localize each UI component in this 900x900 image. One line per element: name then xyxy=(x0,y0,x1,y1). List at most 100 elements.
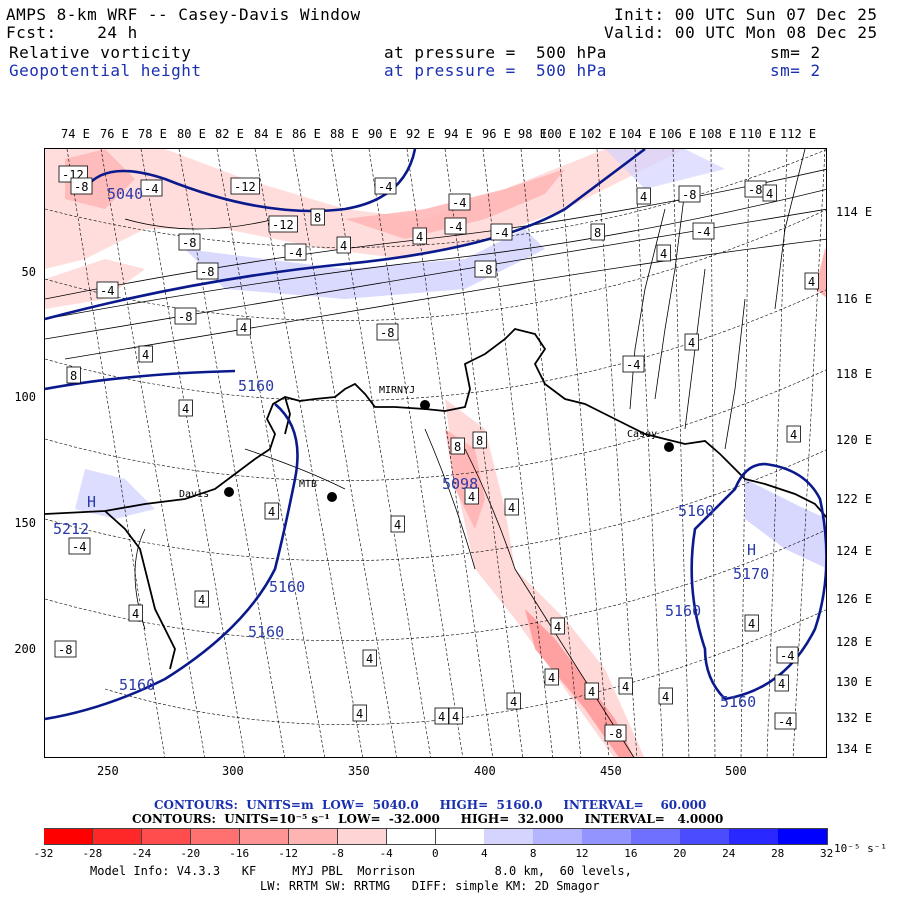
vorticity-label: -8 xyxy=(182,236,196,250)
colorbar-label: -24 xyxy=(131,847,152,860)
vorticity-label-box xyxy=(374,177,397,195)
lon-label: 82 E xyxy=(215,127,244,141)
vorticity-label: -8 xyxy=(74,180,88,194)
lon-label: 106 E xyxy=(660,127,697,141)
field2-smoothing: sm= 2 xyxy=(770,61,821,80)
vorticity-label: 8 xyxy=(314,211,321,225)
colorbar-cell xyxy=(729,828,779,845)
colorbar-label: 4 xyxy=(480,847,488,860)
init-time: Init: 00 UTC Sun 07 Dec 25 xyxy=(614,5,878,24)
vorticity-label-box xyxy=(774,712,797,730)
field1-smoothing: sm= 2 xyxy=(770,43,821,62)
vorticity-label-box xyxy=(590,223,605,241)
vorticity-label: -4 xyxy=(626,358,640,372)
colorbar-cell xyxy=(778,828,828,845)
vorticity-label: 4 xyxy=(808,275,815,289)
lon-label-right: 120 E xyxy=(836,433,873,447)
vorticity-label-box xyxy=(196,262,219,280)
colorbar-label: 0 xyxy=(432,847,439,860)
vorticity-label-box xyxy=(128,604,143,622)
y-tick-label: 50 xyxy=(21,265,36,279)
station-label: Casey xyxy=(627,429,657,440)
lon-label: 102 E xyxy=(580,127,617,141)
vorticity-label: -8 xyxy=(748,183,762,197)
vorticity-label-box xyxy=(268,215,298,233)
lon-label: 84 E xyxy=(254,127,283,141)
colorbar-cell xyxy=(631,828,681,845)
vorticity-label: 4 xyxy=(588,685,595,699)
vorticity-label-box xyxy=(412,227,427,245)
field2-level: at pressure = 500 hPa xyxy=(384,61,607,80)
vorticity-label: 4 xyxy=(394,518,401,532)
vorticity-label: 4 xyxy=(240,321,247,335)
colorbar-cell xyxy=(190,828,241,845)
vorticity-label: -12 xyxy=(272,218,294,232)
lon-label-right: 126 E xyxy=(836,592,873,606)
vorticity-label: -4 xyxy=(494,226,508,240)
vorticity-label-box xyxy=(448,707,463,725)
vorticity-label: 4 xyxy=(766,187,773,201)
vorticity-label-box xyxy=(678,185,701,203)
x-tick-label: 450 xyxy=(600,764,622,778)
vorticity-label: -8 xyxy=(608,727,622,741)
vorticity-label: 8 xyxy=(476,434,483,448)
vorticity-label-box xyxy=(474,260,497,278)
vorticity-label-box xyxy=(604,724,627,742)
lon-label: 98 E xyxy=(518,127,547,141)
map-panel: -12 -8 -4 -12 -8 -8 -12 -4 8 4 -8 -4 4 -4 -4 -8 -4 8 8 4 -8 8… xyxy=(44,148,827,758)
vorticity-label-box xyxy=(336,236,351,254)
map-svg: -12-8 -4 -12-8-8-12-484-8-44-4-4-8-4 884 -88… xyxy=(45,149,826,757)
vorticity-label-box xyxy=(230,177,260,195)
vorticity-label-box xyxy=(504,498,519,516)
colorbar-cell xyxy=(141,828,192,845)
lon-label: 76 E xyxy=(100,127,129,141)
vorticity-label: 4 xyxy=(468,490,475,504)
vorticity-label-box xyxy=(692,222,715,240)
vorticity-label-box xyxy=(464,487,479,505)
y-tick-label: 150 xyxy=(14,516,36,530)
model-info-line2: LW: RRTM SW: RRTMG DIFF: simple KM: 2D S… xyxy=(260,879,600,893)
vorticity-label: -4 xyxy=(778,715,792,729)
vorticity-label: 4 xyxy=(748,617,755,631)
vorticity-label-box xyxy=(284,243,307,261)
height-label: 5160 xyxy=(665,602,701,620)
vorticity-label: 4 xyxy=(640,190,647,204)
vorticity-label-box xyxy=(506,692,521,710)
vorticity-labels: -12-8 -4 -12-8-8-12-484-8-44-4-4-8-4 884 -88… xyxy=(54,165,819,742)
vorticity-label: 4 xyxy=(554,620,561,634)
vorticity-label: 4 xyxy=(508,501,515,515)
lon-label: 78 E xyxy=(138,127,167,141)
field1-level: at pressure = 500 hPa xyxy=(384,43,607,62)
height-label: 5160 xyxy=(678,502,714,520)
vorticity-label: -8 xyxy=(682,188,696,202)
vorticity-label: 4 xyxy=(132,607,139,621)
high-pressure-label: H xyxy=(747,541,756,559)
vorticity-label-box xyxy=(550,617,565,635)
vorticity-label-box xyxy=(178,399,193,417)
vorticity-label: 4 xyxy=(268,505,275,519)
lon-label: 86 E xyxy=(292,127,321,141)
height-label: 5040 xyxy=(107,185,143,203)
lon-label-right: 118 E xyxy=(836,367,873,381)
vorticity-label: -12 xyxy=(234,180,256,194)
lon-label: 88 E xyxy=(330,127,359,141)
colorbar-cell xyxy=(239,828,290,845)
station-dot-casey xyxy=(664,442,674,452)
vorticity-label: -4 xyxy=(452,196,466,210)
field1-name: Relative vorticity xyxy=(9,43,192,62)
vorticity-label: -4 xyxy=(780,649,794,663)
colorbar-label: -20 xyxy=(180,847,201,860)
colorbar-cell xyxy=(92,828,143,845)
vorticity-label-box xyxy=(584,682,599,700)
vorticity-label: 4 xyxy=(688,336,695,350)
vorticity-shading xyxy=(45,149,826,757)
vorticity-label: -4 xyxy=(72,540,86,554)
lon-label-right: 122 E xyxy=(836,492,873,506)
vorticity-label-box xyxy=(140,179,163,197)
height-contours xyxy=(45,149,826,721)
vorticity-label: -4 xyxy=(100,284,114,298)
vorticity-label-box xyxy=(434,707,449,725)
height-label: 5160 xyxy=(720,693,756,711)
colorbar-label: -8 xyxy=(330,847,344,860)
vorticity-label: 4 xyxy=(452,710,459,724)
